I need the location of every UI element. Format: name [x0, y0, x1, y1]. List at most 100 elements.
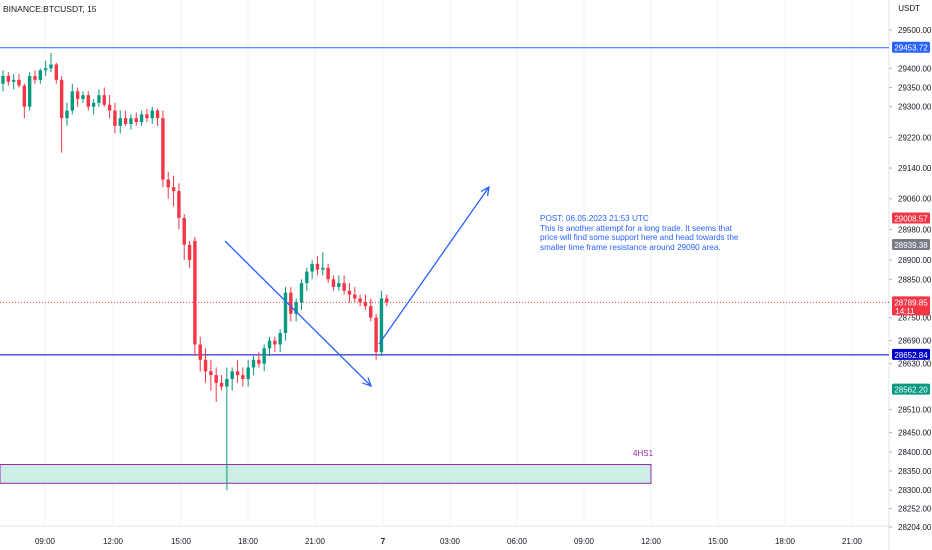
y-tick-label: 28900.00: [898, 256, 932, 265]
candle-body: [22, 85, 27, 107]
y-tick-label: 28750.00: [898, 314, 932, 323]
down-arrow: [224, 240, 372, 387]
candle-body: [310, 263, 314, 272]
candle-body: [123, 118, 128, 124]
candle-body: [246, 367, 250, 379]
candle-body: [225, 378, 229, 387]
x-tick-label: 03:00: [440, 537, 461, 546]
price-badge-label: 28562.20: [894, 386, 928, 395]
grid: [44, 0, 853, 526]
candle-body: [315, 263, 320, 270]
candle-body: [363, 302, 368, 307]
price-badge-label: 29008.57: [894, 214, 928, 223]
up-arrow: [378, 186, 490, 345]
candle-body: [171, 187, 176, 192]
candle-body: [161, 118, 165, 180]
candle-body: [294, 302, 298, 314]
candle-body: [145, 114, 149, 119]
x-tick-label: 7: [381, 537, 386, 546]
support-zone: [0, 463, 652, 484]
candle-body: [198, 344, 202, 360]
candle-body: [342, 283, 346, 291]
candle-body: [134, 118, 138, 123]
y-tick-label: 29400.00: [898, 64, 932, 73]
candle-body: [59, 79, 64, 119]
y-tick-label: 28510.00: [898, 406, 932, 415]
candles: [1, 53, 389, 491]
candle-body: [235, 371, 240, 376]
price-badge: [892, 41, 930, 53]
candle-body: [113, 110, 117, 126]
price-badge: [892, 238, 930, 250]
x-tick-label: 18:00: [775, 537, 796, 546]
candle-body: [262, 348, 266, 364]
candle-body: [214, 375, 218, 383]
candle-body: [75, 91, 80, 100]
x-tick-label: 15:00: [708, 537, 729, 546]
trend-arrows: [224, 185, 490, 388]
candle-body: [107, 104, 112, 111]
x-tick-label: 21:00: [305, 537, 326, 546]
candle-body: [331, 279, 336, 287]
candle-body: [43, 68, 48, 71]
candle-body: [11, 79, 16, 82]
y-tick-label: 29140.00: [898, 164, 932, 173]
price-badge: [892, 383, 930, 395]
y-tick-label: 28850.00: [898, 275, 932, 284]
price-badge-label: 28652.84: [894, 351, 928, 360]
price-badge: [892, 212, 930, 224]
candle-body: [273, 340, 277, 345]
candle-body: [187, 244, 192, 261]
annotation-line-4: smaller time frame resistance around 290…: [540, 242, 721, 252]
y-tick-label: 28350.00: [898, 467, 932, 476]
y-tick-label: 28400.00: [898, 448, 932, 457]
candle-body: [267, 340, 272, 349]
candle-body: [54, 64, 58, 80]
price-badge: [892, 348, 930, 360]
down-arrow-head: [362, 377, 373, 388]
candle-body: [139, 114, 144, 123]
candle-body: [347, 290, 352, 295]
candle-body: [6, 76, 11, 82]
y-tick-label: 28450.00: [898, 429, 932, 438]
candle-body: [166, 179, 170, 188]
candle-body: [177, 191, 181, 218]
y-tick-label: 28252.00: [898, 505, 932, 514]
candle-body: [102, 95, 106, 105]
candle-body: [337, 283, 341, 287]
price-axis-ticks: 29500.00 29400.00 29350.00 29300.00 29220.00…: [889, 26, 932, 532]
y-tick-label: 29220.00: [898, 133, 932, 142]
candle-body: [385, 298, 389, 303]
price-badge-label: 28789.85: [894, 298, 928, 307]
candle-body: [241, 375, 245, 379]
candle-body: [65, 110, 69, 119]
x-tick-label: 09:00: [35, 537, 56, 546]
candle-body: [209, 371, 213, 376]
candle-body: [251, 359, 256, 368]
y-tick-label: 29060.00: [898, 195, 932, 204]
candle-body: [150, 110, 154, 119]
candle-body: [1, 76, 5, 84]
annotation-line-3: price will find some support here and he…: [540, 233, 739, 243]
time-axis-ticks: 09:00 12:00 15:00 18:00 21:00 7 03:00 06:00 09:0…: [35, 537, 863, 546]
candle-body: [86, 95, 90, 107]
candle-body: [193, 240, 197, 345]
candle-body: [70, 91, 74, 111]
y-tick-label: 29300.00: [898, 103, 932, 112]
candle-body: [33, 76, 37, 80]
y-tick-label: 29350.00: [898, 84, 932, 93]
x-tick-label: 21:00: [842, 537, 863, 546]
annotation-line-2: This is another attempt for a long trade…: [540, 223, 733, 233]
candle-body: [203, 359, 208, 372]
price-badge-label: 28939.38: [894, 241, 928, 250]
candle-body: [369, 306, 373, 318]
currency-label: USDT: [898, 4, 920, 13]
candle-body: [81, 95, 85, 100]
candle-body: [230, 371, 234, 379]
candle-body: [129, 118, 133, 124]
x-tick-label: 12:00: [641, 537, 662, 546]
candle-body: [27, 76, 32, 107]
price-badge-countdown: 14:11: [895, 307, 915, 316]
